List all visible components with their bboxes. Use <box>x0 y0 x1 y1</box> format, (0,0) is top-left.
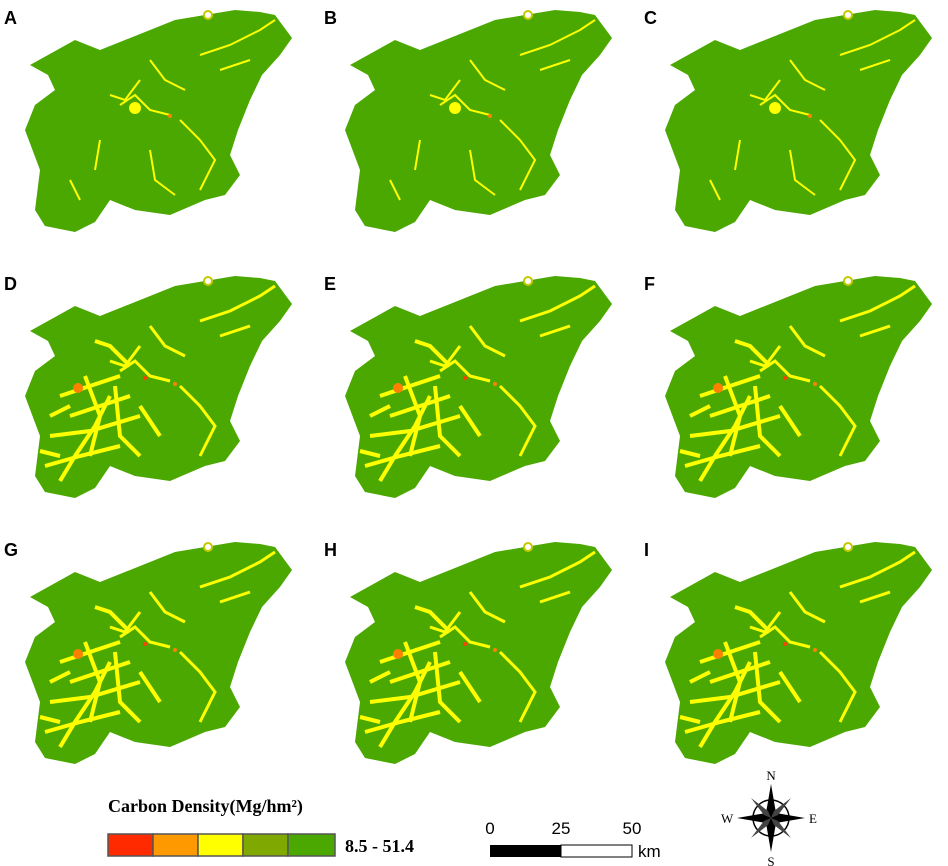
map-panel: C <box>644 8 932 232</box>
islet <box>523 10 533 20</box>
compass-e: E <box>809 811 817 826</box>
compass-n: N <box>766 768 776 783</box>
legend-swatches <box>107 833 336 857</box>
islet <box>843 542 853 552</box>
panel-label: H <box>324 540 337 560</box>
map-shape <box>345 542 612 764</box>
panel-label: I <box>644 540 649 560</box>
map-shape <box>25 10 292 232</box>
islet <box>203 10 213 20</box>
map-panel: E <box>324 274 612 498</box>
compass-w: W <box>721 811 734 826</box>
panel-label: D <box>4 274 17 294</box>
map-shape <box>665 10 932 232</box>
scale-tick: 25 <box>552 819 571 838</box>
map-shape <box>345 10 612 232</box>
panel-label: C <box>644 8 657 28</box>
map-panel: G <box>4 540 292 764</box>
islet <box>203 276 213 286</box>
islet <box>523 542 533 552</box>
map-shape <box>665 542 932 764</box>
panel-label: A <box>4 8 17 28</box>
map-panel: H <box>324 540 612 764</box>
panel-label: G <box>4 540 18 560</box>
islet <box>843 10 853 20</box>
panel-label: F <box>644 274 655 294</box>
islet <box>843 276 853 286</box>
map-shape <box>345 276 612 498</box>
panel-label: E <box>324 274 336 294</box>
panels: A B C D E F G H I <box>4 8 932 764</box>
map-shape <box>665 276 932 498</box>
panel-label: B <box>324 8 337 28</box>
scale-unit: km <box>638 842 661 861</box>
scale-tick: 50 <box>623 819 642 838</box>
map-panel: B <box>324 8 612 232</box>
scale-bar <box>560 844 633 858</box>
legend-range: 8.5 - 51.4 <box>345 836 414 856</box>
map-shape <box>25 542 292 764</box>
map-panel: F <box>644 274 932 498</box>
islet <box>523 276 533 286</box>
map-panel: I <box>644 540 932 764</box>
scale-bar <box>490 845 561 857</box>
legend-title: Carbon Density(Mg/hm²) <box>108 796 303 817</box>
scale-tick: 0 <box>485 819 494 838</box>
compass-s: S <box>767 854 774 866</box>
map-shape <box>25 276 292 498</box>
compass: N S E W <box>721 768 817 866</box>
map-panel: A <box>4 8 292 232</box>
islet <box>203 542 213 552</box>
map-panel: D <box>4 274 292 498</box>
